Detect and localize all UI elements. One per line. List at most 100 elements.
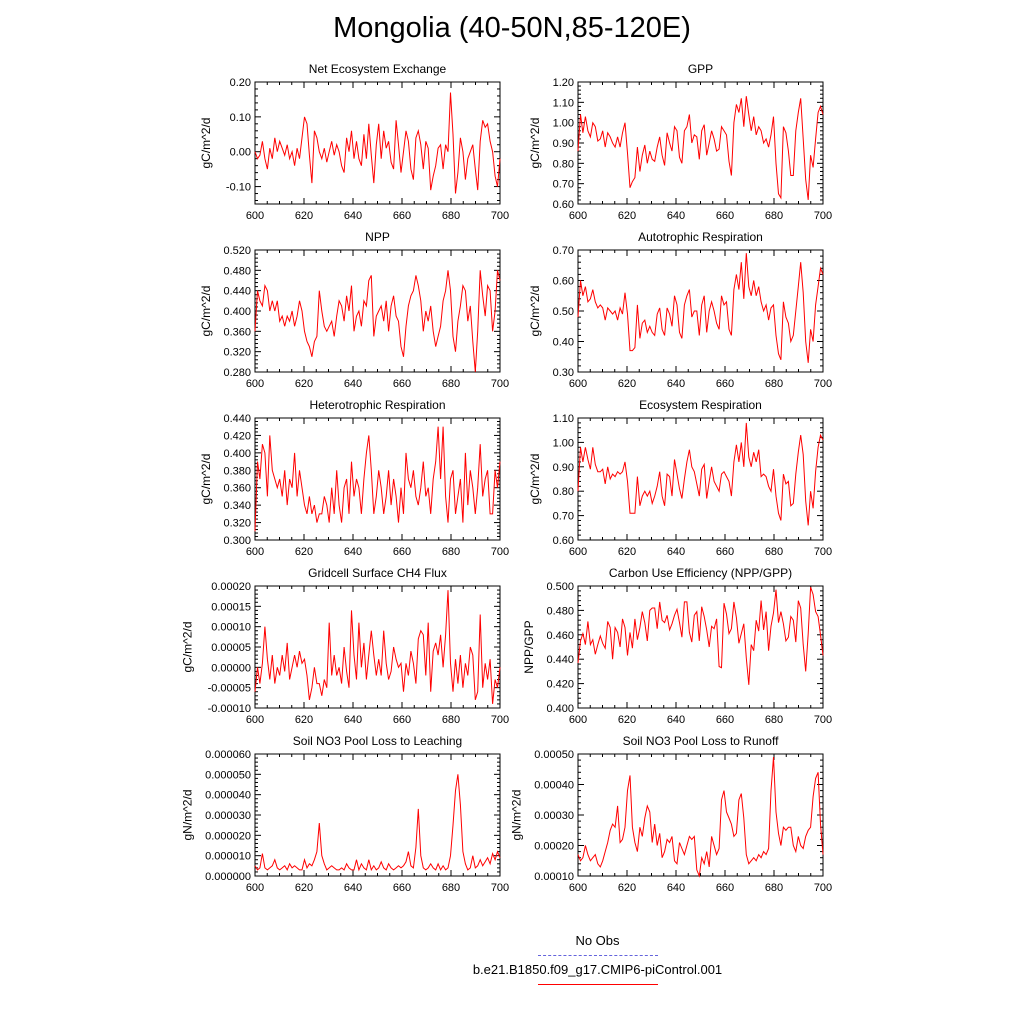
y-tick-label: 0.520 (223, 245, 251, 257)
y-tick-label: 0.00040 (534, 780, 574, 792)
x-tick-label: 640 (344, 882, 362, 894)
chart-panel-3: 600 620 640 660 680 700 0.30 0.40 0.50 0.60 0.70 Au… (528, 230, 832, 390)
x-tick-label: 680 (442, 882, 460, 894)
x-tick-label: 640 (344, 210, 362, 222)
y-axis-label: gC/m^2/d (199, 118, 213, 169)
x-tick-label: 620 (618, 210, 636, 222)
y-tick-label: 0.00 (230, 147, 251, 159)
y-tick-label: 1.00 (553, 118, 574, 130)
y-tick-label: 0.00010 (534, 871, 574, 883)
y-tick-label: 0.320 (223, 347, 251, 359)
y-tick-label: -0.00005 (208, 683, 251, 695)
legend-swatch-model (538, 984, 658, 985)
chart-panel-8: 600 620 640 660 680 700 0.000000 0.000010 0.0000… (180, 734, 509, 894)
y-tick-label: 0.00005 (211, 642, 251, 654)
y-tick-label: 0.340 (223, 500, 251, 512)
x-tick-label: 620 (618, 882, 636, 894)
x-tick-label: 640 (344, 714, 362, 726)
panel-title: Carbon Use Efficiency (NPP/GPP) (609, 566, 792, 580)
y-tick-label: 0.280 (223, 367, 251, 379)
x-tick-label: 700 (491, 210, 509, 222)
x-tick-label: 640 (667, 882, 685, 894)
x-tick-label: 700 (814, 210, 832, 222)
x-tick-label: 620 (295, 882, 313, 894)
y-tick-label: 0.000050 (205, 769, 251, 781)
x-tick-label: 640 (344, 546, 362, 558)
x-tick-label: 660 (393, 882, 411, 894)
y-tick-label: 0.00020 (534, 841, 574, 853)
y-tick-label: 0.20 (230, 77, 251, 89)
y-tick-label: 0.000040 (205, 790, 251, 802)
x-tick-label: 640 (667, 210, 685, 222)
y-tick-label: 0.460 (546, 630, 574, 642)
y-tick-label: 0.440 (546, 654, 574, 666)
panel-title: Soil NO3 Pool Loss to Leaching (293, 734, 462, 748)
panel-title: GPP (688, 62, 713, 76)
x-tick-label: 680 (765, 210, 783, 222)
y-tick-label: 0.40 (553, 337, 574, 349)
y-tick-label: 0.00015 (211, 601, 251, 613)
y-tick-label: -0.10 (226, 182, 251, 194)
y-tick-label: 0.360 (223, 326, 251, 338)
x-tick-label: 620 (295, 714, 313, 726)
y-axis-label: gN/m^2/d (510, 790, 524, 841)
y-tick-label: 0.80 (553, 158, 574, 170)
panel-title: Ecosystem Respiration (639, 398, 762, 412)
y-tick-label: 0.70 (553, 511, 574, 523)
x-tick-label: 640 (667, 714, 685, 726)
y-tick-label: 0.420 (546, 679, 574, 691)
x-tick-label: 660 (716, 714, 734, 726)
chart-panel-1: 600 620 640 660 680 700 0.60 0.70 0.80 0.90 1.00 1.… (528, 62, 832, 222)
x-tick-label: 680 (765, 378, 783, 390)
x-tick-label: 600 (246, 882, 264, 894)
y-axis-label: NPP/GPP (522, 620, 536, 673)
x-tick-label: 600 (569, 378, 587, 390)
x-tick-label: 680 (442, 378, 460, 390)
y-tick-label: 0.400 (223, 306, 251, 318)
y-tick-label: 0.480 (546, 605, 574, 617)
x-tick-label: 680 (765, 882, 783, 894)
y-tick-label: 0.440 (223, 413, 251, 425)
series-line (254, 590, 501, 704)
x-tick-label: 600 (569, 882, 587, 894)
plot-frame (254, 81, 501, 205)
y-tick-label: 0.60 (553, 276, 574, 288)
x-tick-label: 700 (814, 714, 832, 726)
x-tick-label: 620 (295, 210, 313, 222)
x-tick-label: 640 (667, 378, 685, 390)
y-tick-label: 0.60 (553, 535, 574, 547)
y-tick-label: 0.10 (230, 112, 251, 124)
y-tick-label: 0.420 (223, 430, 251, 442)
y-tick-label: 0.70 (553, 245, 574, 257)
x-tick-label: 700 (491, 882, 509, 894)
x-tick-label: 660 (716, 546, 734, 558)
chart-panel-2: 600 620 640 660 680 700 0.280 0.320 0.360 0.400 0.… (199, 230, 509, 390)
x-tick-label: 700 (814, 378, 832, 390)
y-tick-label: 0.70 (553, 179, 574, 191)
y-axis-label: gC/m^2/d (528, 454, 542, 505)
x-tick-label: 600 (569, 546, 587, 558)
x-tick-label: 600 (246, 210, 264, 222)
y-tick-label: 0.500 (546, 581, 574, 593)
y-tick-label: 0.380 (223, 465, 251, 477)
x-tick-label: 600 (246, 546, 264, 558)
plot-frame (577, 753, 824, 877)
series-line (254, 774, 501, 872)
x-tick-label: 620 (618, 546, 636, 558)
x-tick-label: 620 (618, 714, 636, 726)
y-axis-label: gC/m^2/d (180, 622, 194, 673)
x-tick-label: 700 (491, 378, 509, 390)
series-line (577, 253, 824, 363)
series-line (577, 422, 824, 526)
x-tick-label: 660 (393, 714, 411, 726)
chart-panel-7: 600 620 640 660 680 700 0.400 0.420 0.440 0.460 0.… (522, 566, 832, 726)
x-tick-label: 660 (393, 378, 411, 390)
y-tick-label: 0.00000 (211, 662, 251, 674)
panel-title: NPP (365, 230, 390, 244)
y-axis-label: gC/m^2/d (528, 286, 542, 337)
y-tick-label: 0.440 (223, 286, 251, 298)
y-tick-label: 0.00050 (534, 749, 574, 761)
x-tick-label: 620 (618, 378, 636, 390)
x-tick-label: 660 (716, 210, 734, 222)
